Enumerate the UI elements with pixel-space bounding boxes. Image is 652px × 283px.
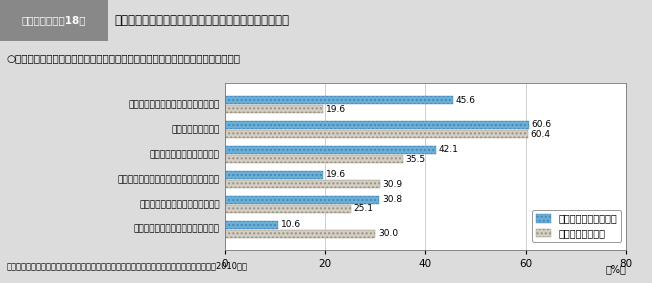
Text: 資料出所　（独）労働政策研究・研修機構「今後の産業動向と雇用のあり方に関する調査」（2010年）: 資料出所 （独）労働政策研究・研修機構「今後の産業動向と雇用のあり方に関する調査… bbox=[7, 262, 248, 271]
Bar bbox=[225, 146, 436, 154]
Text: 短期的な個人の仕事の成果、業績: 短期的な個人の仕事の成果、業績 bbox=[139, 200, 220, 209]
Text: 30.9: 30.9 bbox=[382, 179, 402, 188]
Bar bbox=[225, 205, 351, 213]
Text: 給与決定時にこれまで重視したもの、今後重視するもの: 給与決定時にこれまで重視したもの、今後重視するもの bbox=[114, 14, 289, 27]
Bar bbox=[225, 220, 278, 229]
Text: 19.6: 19.6 bbox=[326, 170, 346, 179]
Text: 60.4: 60.4 bbox=[530, 130, 550, 139]
Text: ○　今後、年齢、勤続年数、学歴など個人属性を重視する企業は低下する見込み。: ○ 今後、年齢、勤続年数、学歴など個人属性を重視する企業は低下する見込み。 bbox=[7, 53, 241, 63]
Bar bbox=[225, 230, 376, 238]
Text: 年齢、勤続年数、学歴などの個人属性: 年齢、勤続年数、学歴などの個人属性 bbox=[128, 100, 220, 109]
Bar bbox=[225, 96, 454, 104]
Text: 中長期的な企業に対する貢献の蓄積: 中長期的な企業に対する貢献の蓄積 bbox=[134, 225, 220, 234]
Text: 42.1: 42.1 bbox=[438, 145, 458, 155]
Text: 19.6: 19.6 bbox=[326, 105, 346, 114]
Text: 25.1: 25.1 bbox=[353, 204, 373, 213]
Text: 30.0: 30.0 bbox=[378, 230, 398, 238]
Bar bbox=[225, 196, 379, 204]
Bar bbox=[225, 171, 323, 179]
Bar bbox=[225, 180, 380, 188]
Text: 第２－（２）－18図: 第２－（２）－18図 bbox=[22, 16, 86, 25]
Text: 30.8: 30.8 bbox=[382, 195, 402, 204]
Text: （%）: （%） bbox=[605, 264, 626, 274]
Text: 職務を遂行する能力: 職務を遂行する能力 bbox=[171, 125, 220, 134]
Bar bbox=[225, 121, 529, 129]
Legend: これまで重視したもの, 今後重視するもの: これまで重視したもの, 今後重視するもの bbox=[532, 210, 621, 242]
Bar bbox=[0, 0, 108, 41]
Text: 10.6: 10.6 bbox=[280, 220, 301, 229]
Text: 35.5: 35.5 bbox=[406, 155, 426, 164]
Bar bbox=[225, 105, 323, 113]
Text: 職位に期待される複数の職務群の遂行状況: 職位に期待される複数の職務群の遂行状況 bbox=[117, 175, 220, 184]
Text: 45.6: 45.6 bbox=[456, 96, 476, 104]
Text: 主に従事する職務や仕事内容: 主に従事する職務や仕事内容 bbox=[150, 150, 220, 159]
Bar bbox=[225, 155, 403, 163]
Text: 60.6: 60.6 bbox=[531, 121, 552, 130]
Bar bbox=[225, 130, 527, 138]
